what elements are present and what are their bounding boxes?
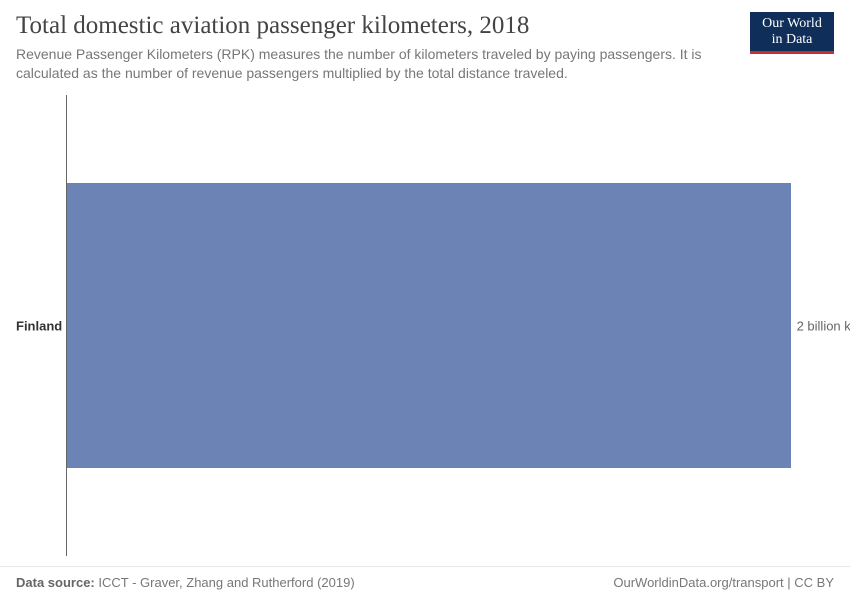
footer-source-text: ICCT - Graver, Zhang and Rutherford (201…	[98, 575, 354, 590]
header: Total domestic aviation passenger kilome…	[0, 0, 850, 91]
footer-credit: OurWorldinData.org/transport | CC BY	[613, 575, 834, 590]
footer-license: CC BY	[794, 575, 834, 590]
footer-separator: |	[784, 575, 795, 590]
logo-line1: Our World	[762, 16, 822, 31]
chart-plot-area: Finland2 billion km	[16, 95, 834, 556]
bar-category-label: Finland	[16, 318, 62, 333]
footer-source: Data source: ICCT - Graver, Zhang and Ru…	[16, 575, 355, 590]
owid-logo: Our World in Data	[750, 12, 834, 54]
footer: Data source: ICCT - Graver, Zhang and Ru…	[0, 566, 850, 600]
logo-line2: in Data	[772, 32, 813, 47]
footer-source-prefix: Data source:	[16, 575, 95, 590]
chart-subtitle: Revenue Passenger Kilometers (RPK) measu…	[16, 45, 834, 83]
footer-credit-link: OurWorldinData.org/transport	[613, 575, 783, 590]
chart-title: Total domestic aviation passenger kilome…	[16, 12, 834, 41]
bar	[67, 183, 791, 469]
bar-value-label: 2 billion km	[797, 318, 850, 333]
